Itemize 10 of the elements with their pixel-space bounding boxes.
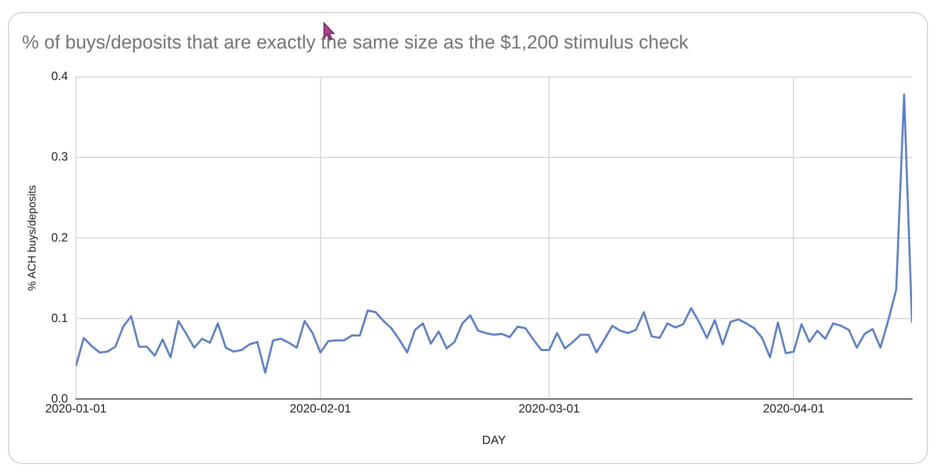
x-tick-label: 2020-03-01 <box>518 402 580 416</box>
y-tick-label: 0.3 <box>51 150 68 164</box>
x-tick-label: 2020-04-01 <box>762 402 825 416</box>
x-tick-label: 2020-01-01 <box>45 402 107 416</box>
x-tick-label: 2020-02-01 <box>290 402 352 416</box>
y-axis-title: % ACH buys/deposits <box>26 184 39 291</box>
y-tick-label: 0.4 <box>51 69 68 84</box>
y-tick-label: 0.1 <box>51 310 68 325</box>
y-tick-label: 0.2 <box>51 230 68 244</box>
x-axis-title: DAY <box>482 433 506 448</box>
